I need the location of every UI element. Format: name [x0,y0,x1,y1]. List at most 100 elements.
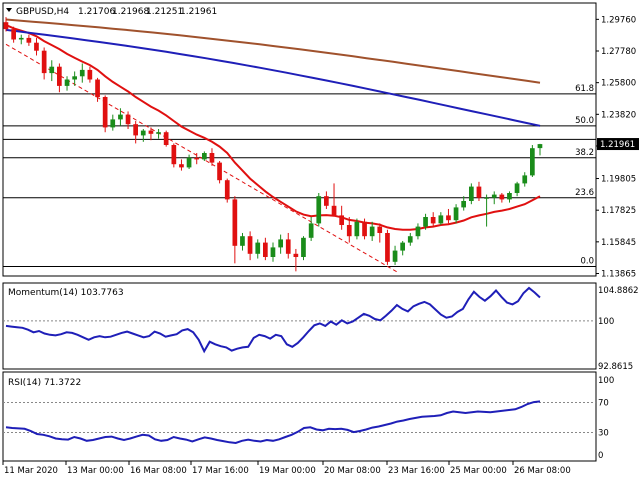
candle-body [415,226,421,237]
candle-body [438,215,444,224]
time-tick-label: 23 Mar 16:00 [388,466,445,476]
rsi-title: RSI(14) 71.3722 [8,378,81,388]
candle-body [163,132,169,145]
candle-body [507,193,512,200]
ema-slow-line [5,18,541,84]
candle-body [377,226,383,233]
candle-body [469,186,474,201]
candle-body [41,50,47,74]
candle-body [308,223,314,238]
candle-body [79,69,85,77]
candle-body [110,119,116,128]
open-price: 1.21706 [78,7,115,17]
candle-body [224,180,230,200]
rsi-line [5,400,541,445]
candle-body [461,201,466,208]
candle-body [49,66,55,74]
candle-body [392,250,398,262]
candle-body [255,242,261,254]
candle-body [446,215,451,221]
candle-body [293,253,299,257]
ema-fast-line [5,24,541,231]
rsi-tick-label: 100 [598,376,614,386]
momentum-tick-label: 92.8615 [598,362,633,372]
price-axis: 1.297601.277801.258001.238201.218401.198… [596,15,639,280]
price-tick-label: 1.29760 [601,15,636,25]
candle-body [133,124,138,136]
candle-body [118,114,123,120]
candle-body [530,148,535,176]
candle-body [270,247,276,257]
candle-body [148,130,154,134]
candle-body [285,239,291,254]
candle-body [354,221,360,237]
collapse-triangle-icon[interactable] [6,8,12,12]
price-tick-label: 1.19805 [601,175,636,185]
price-tick-label: 1.23820 [601,110,636,120]
time-axis: 11 Mar 2020 13 Mar 00:00 16 Mar 08:00 17 Ma… [2,461,571,476]
candle-body [278,239,283,248]
time-tick-label: 13 Mar 00:00 [67,466,124,476]
current-price-label: 1.21961 [600,140,635,150]
candle-body [125,114,131,125]
candle-body [194,157,199,160]
rsi-tick-label: 0 [598,451,603,461]
rsi-indicator: 100 70 30 0 [3,376,614,461]
price-tick-label: 1.17825 [601,206,636,216]
fibonacci-levels: 61.8 50.0 38.2 23.6 0.0 [3,84,596,268]
time-tick-label: 25 Mar 00:00 [450,466,507,476]
candle-body [179,164,184,168]
time-tick-label: 16 Mar 08:00 [130,466,187,476]
price-tick-label: 1.15845 [601,238,636,248]
momentum-title: Momentum(14) 103.7763 [8,288,124,298]
time-tick-label: 26 Mar 08:00 [514,466,571,476]
price-tick-label: 1.27780 [601,47,636,57]
candle-body [18,37,24,40]
candle-body [339,215,344,225]
candle-body [26,37,32,43]
momentum-tick-label: 100 [598,317,614,327]
time-tick-label: 19 Mar 00:00 [259,466,316,476]
price-tick-label: 1.13865 [601,270,636,280]
fib-label-61.8: 61.8 [575,84,594,94]
rsi-tick-label: 30 [598,429,609,439]
candle-body [369,226,375,237]
candle-body [240,236,245,246]
time-tick-label: 17 Mar 16:00 [192,466,249,476]
candle-body [102,97,108,128]
current-price-box [597,138,639,151]
candle-body [499,194,505,200]
momentum-line [5,286,541,354]
candle-body [514,183,520,193]
low-price: 1.21251 [146,7,183,17]
candle-body [362,221,367,237]
momentum-panel [2,282,597,370]
candle-body [156,132,161,134]
candle-body [64,79,70,86]
candle-body [209,153,215,163]
fib-label-23.6: 23.6 [575,188,594,198]
fib-label-0.0: 0.0 [580,257,594,267]
candle-body [430,217,436,224]
candle-body [140,130,146,136]
candle-body [232,199,238,246]
candle-body [522,175,528,184]
candle-body [72,76,77,80]
candle-body [171,145,177,165]
candle-body [57,66,62,86]
candle-body [476,186,482,198]
candle-body [484,197,489,199]
moving-averages [5,18,541,231]
candle-body [247,236,253,254]
candle-body [400,242,405,251]
time-tick-label: 20 Mar 08:00 [324,466,381,476]
candle-body [217,162,222,181]
fib-label-50.0: 50.0 [575,116,594,126]
high-price: 1.21968 [112,7,149,17]
close-price: 1.21961 [180,7,217,17]
candle-body [34,42,39,51]
symbol-timeframe: GBPUSD,H4 [16,7,69,17]
time-tick-label: 11 Mar 2020 [4,466,58,476]
